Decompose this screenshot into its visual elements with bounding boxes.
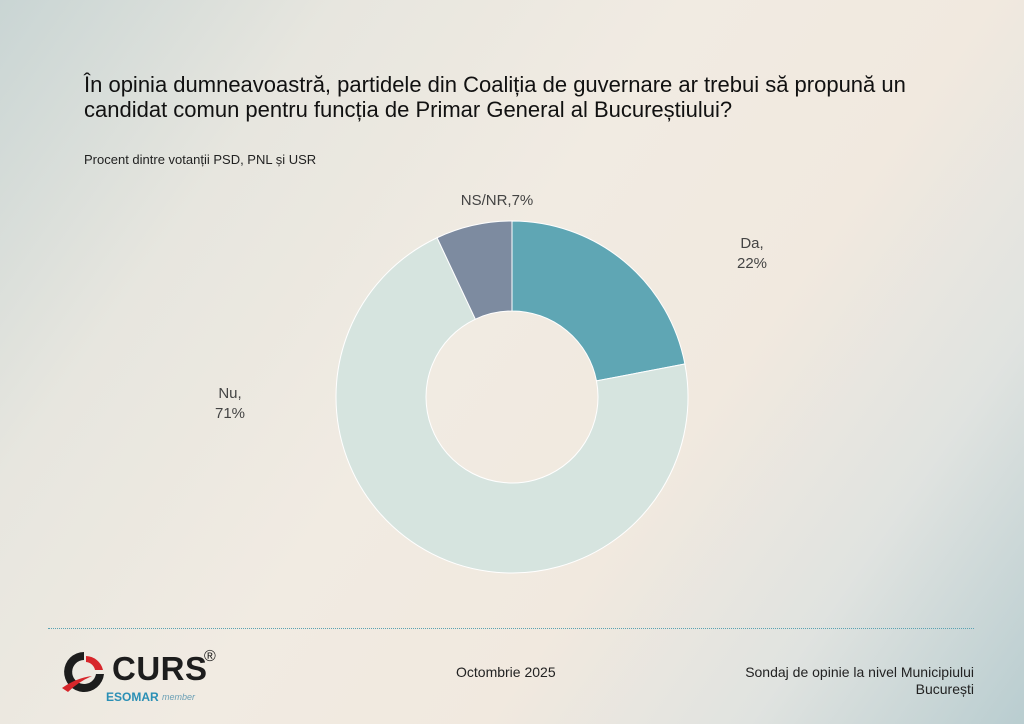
chart-subtitle: Procent dintre votanții PSD, PNL și USR bbox=[84, 152, 317, 167]
chart-title: În opinia dumneavoastră, partidele din C… bbox=[84, 72, 906, 122]
donut-slices bbox=[335, 220, 689, 574]
slice-labels: Da, 22% Nu, 71% NS/NR,7% bbox=[215, 192, 767, 422]
footer-date: Octombrie 2025 bbox=[456, 664, 556, 680]
slice-label-da: Da, 22% bbox=[737, 235, 767, 272]
slice-label-ns-nr: NS/NR,7% bbox=[461, 192, 534, 209]
slice-nu bbox=[335, 237, 689, 574]
logo-name: CURS bbox=[112, 650, 208, 687]
survey-line-2: București bbox=[915, 681, 974, 697]
slice-label-nu: Nu, 71% bbox=[215, 385, 245, 422]
footer-survey-info: Sondaj de opinie la nivel Municipiului B… bbox=[674, 664, 974, 698]
logo-registered-mark: ® bbox=[204, 648, 216, 665]
esomar-label: ESOMAR bbox=[106, 690, 159, 704]
slice-ns-nr bbox=[436, 220, 513, 320]
footer-divider bbox=[48, 628, 974, 629]
slice-da bbox=[511, 220, 686, 382]
esomar-member-label: member bbox=[162, 692, 196, 702]
curs-logo: CURS ® ESOMAR member bbox=[56, 648, 226, 704]
curs-logo-icon bbox=[62, 652, 104, 692]
survey-line-1: Sondaj de opinie la nivel Municipiului bbox=[745, 664, 974, 680]
